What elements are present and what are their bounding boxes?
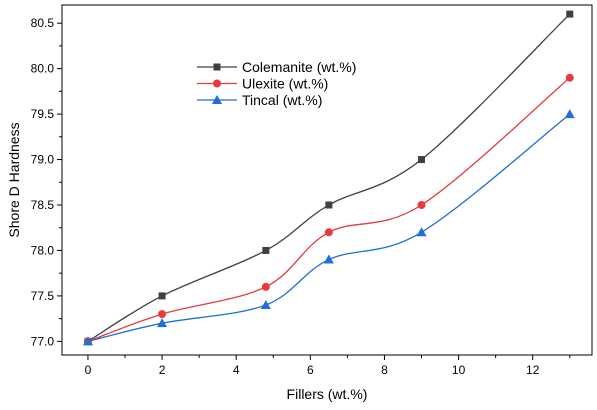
- data-point: [260, 300, 271, 309]
- series-line: [87, 77, 571, 342]
- data-point: [324, 228, 333, 237]
- x-tick-label: 8: [381, 363, 388, 377]
- series-line: [87, 113, 571, 342]
- plot-frame: [61, 4, 593, 356]
- x-tick-label: 4: [233, 363, 240, 377]
- axes-layer: 0 2 4 6 8 10 12 77.0 77.5 78.0 78.5 79.0 79.5 80.0 80.…: [31, 16, 571, 377]
- data-point: [564, 109, 575, 119]
- legend-label: Ulexite (wt.%): [242, 76, 328, 92]
- series-2: [82, 109, 575, 346]
- legend-marker: [212, 95, 222, 104]
- data-point: [323, 254, 334, 264]
- legend-item: Colemanite (wt.%): [197, 59, 356, 75]
- x-tick-label: 12: [526, 363, 540, 377]
- data-point: [565, 73, 574, 82]
- data-point: [158, 292, 166, 300]
- x-tick-label: 2: [159, 363, 166, 377]
- data-point: [566, 10, 574, 18]
- x-tick-label: 6: [307, 363, 314, 377]
- x-tick-label: 0: [85, 363, 92, 377]
- y-tick-label: 77.5: [31, 289, 55, 303]
- legend: Colemanite (wt.%)Ulexite (wt.%)Tincal (w…: [197, 59, 356, 108]
- data-point: [158, 310, 167, 319]
- legend-item: Tincal (wt.%): [197, 92, 322, 108]
- x-tick-label: 10: [452, 363, 466, 377]
- y-tick-label: 78.0: [31, 243, 55, 257]
- legend-marker: [213, 63, 221, 71]
- data-point: [157, 318, 168, 328]
- data-point: [416, 227, 427, 237]
- data-point: [417, 201, 426, 209]
- data-point: [418, 156, 426, 164]
- data-point: [261, 282, 270, 291]
- series-layer: [82, 10, 575, 346]
- y-tick-label: 79.0: [31, 153, 55, 167]
- x-axis-title: Fillers (wt.%): [287, 386, 368, 402]
- y-tick-label: 78.5: [31, 198, 55, 212]
- data-point: [262, 246, 270, 254]
- legend-label: Tincal (wt.%): [242, 92, 322, 108]
- legend-item: Ulexite (wt.%): [197, 76, 328, 92]
- y-axis-title: Shore D Hardness: [6, 122, 22, 237]
- legend-label: Colemanite (wt.%): [242, 59, 356, 75]
- legend-marker: [213, 79, 221, 88]
- data-point: [82, 336, 93, 346]
- y-tick-label: 79.5: [31, 107, 55, 121]
- y-tick-label: 80.5: [31, 16, 55, 30]
- data-point: [325, 201, 333, 209]
- series-1: [83, 73, 574, 346]
- y-tick-label: 80.0: [31, 62, 55, 76]
- y-tick-label: 77.0: [31, 334, 55, 348]
